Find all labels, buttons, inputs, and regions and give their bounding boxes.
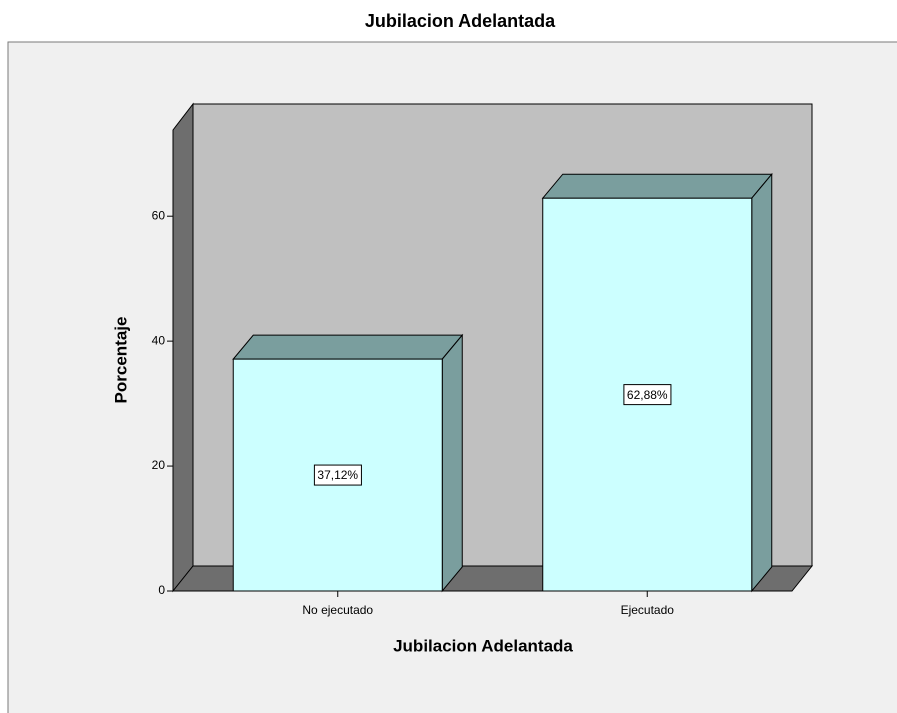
value-label: 62,88% <box>627 388 668 402</box>
y-tick-label: 40 <box>152 333 166 347</box>
x-axis-label: Jubilacion Adelantada <box>393 636 573 655</box>
left-wall <box>172 102 194 593</box>
value-label: 37,12% <box>317 468 358 482</box>
bar-side <box>441 333 463 593</box>
bar-top <box>232 334 464 360</box>
x-tick-label: No ejecutado <box>302 603 373 617</box>
y-tick-label: 60 <box>152 208 166 222</box>
y-axis-label: Porcentaje <box>111 317 130 404</box>
y-tick-label: 0 <box>158 583 165 597</box>
bar-side <box>751 172 773 593</box>
chart-title: Jubilacion Adelantada <box>365 11 556 31</box>
bar-top <box>541 173 773 199</box>
x-tick-label: Ejecutado <box>621 603 675 617</box>
y-tick-label: 20 <box>152 458 166 472</box>
value-label-box <box>623 384 672 406</box>
value-label-box <box>313 464 362 486</box>
